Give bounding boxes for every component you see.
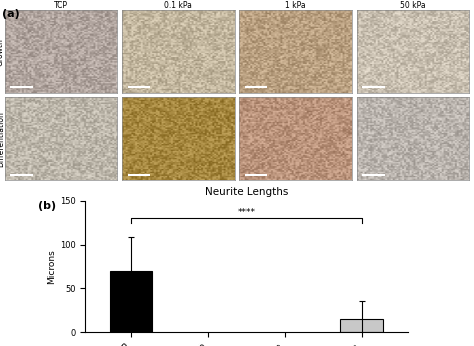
- Bar: [110, 271, 153, 332]
- Title: TCP: TCP: [54, 1, 68, 10]
- Title: 0.1 kPa: 0.1 kPa: [164, 1, 192, 10]
- Title: 50 kPa: 50 kPa: [400, 1, 426, 10]
- Y-axis label: Microns: Microns: [46, 249, 55, 284]
- Title: Neurite Lengths: Neurite Lengths: [205, 187, 288, 197]
- Text: ****: ****: [237, 208, 255, 217]
- Text: (b): (b): [38, 201, 56, 211]
- Y-axis label: Growth: Growth: [0, 38, 5, 66]
- Title: 1 kPa: 1 kPa: [285, 1, 306, 10]
- Bar: [340, 319, 383, 332]
- Text: (a): (a): [2, 9, 20, 19]
- Y-axis label: Differentiation: Differentiation: [0, 111, 5, 167]
